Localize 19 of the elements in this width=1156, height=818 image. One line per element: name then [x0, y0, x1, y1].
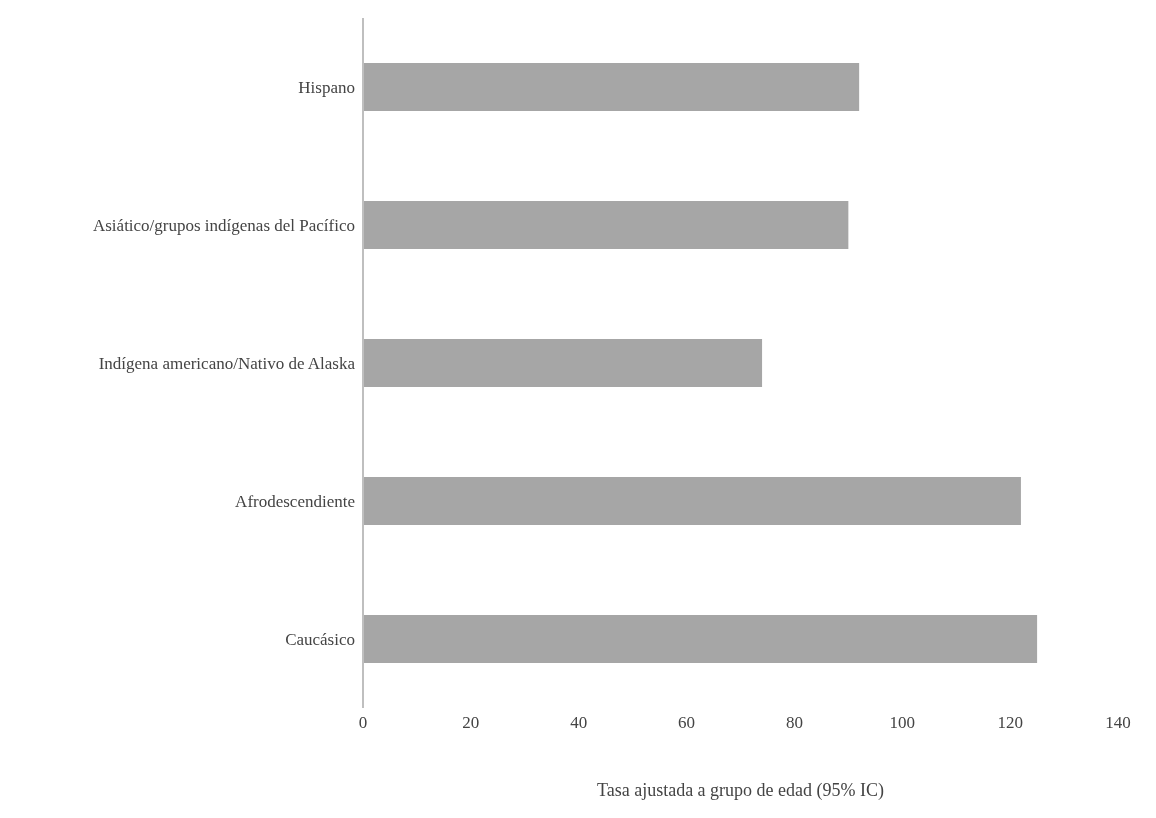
y-tick-label: Indígena americano/Nativo de Alaska — [98, 354, 356, 374]
bar — [363, 615, 1038, 663]
bar — [363, 339, 763, 387]
bar — [363, 63, 860, 111]
x-tick-label: 120 — [997, 713, 1023, 733]
bar — [363, 477, 1021, 525]
x-tick-label: 80 — [785, 713, 803, 733]
x-tick-label: 20 — [462, 713, 480, 733]
x-tick-label: 60 — [678, 713, 696, 733]
y-tick-label: Hispano — [298, 78, 355, 98]
y-tick-label: Caucásico — [285, 630, 355, 650]
bar — [363, 201, 849, 249]
x-axis-title: Tasa ajustada a grupo de edad (95% IC) — [596, 780, 885, 801]
y-tick-label: Afrodescendiente — [235, 492, 355, 512]
y-tick-label: Asiático/grupos indígenas del Pacífico — [92, 216, 355, 236]
x-tick-label: 40 — [570, 713, 588, 733]
x-tick-label: 0 — [358, 713, 368, 733]
x-tick-label: 100 — [889, 713, 916, 733]
x-tick-label: 140 — [1105, 713, 1131, 733]
